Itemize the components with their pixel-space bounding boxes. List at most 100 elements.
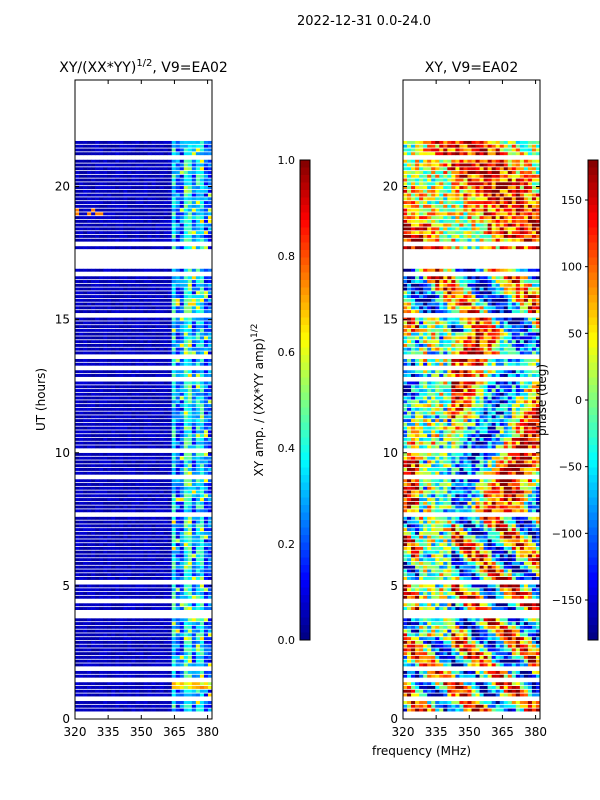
heatmap-cell [459,682,464,686]
heatmap-cell [79,569,84,573]
heatmap-cell [147,302,152,306]
heatmap-cell [199,648,205,652]
heatmap-cell [163,340,168,344]
heatmap-cell [159,460,164,464]
heatmap-cell [471,648,476,652]
heatmap-cell [187,704,193,708]
heatmap-cell [187,280,193,283]
heatmap-cell [183,576,189,580]
heatmap-cell [95,430,100,434]
heatmap-cell [183,419,189,423]
heatmap-cell [411,689,416,693]
heatmap-cell [151,238,156,242]
heatmap-cell [163,603,168,607]
heatmap-cell [123,456,128,460]
heatmap-cell [483,708,488,712]
heatmap-cell [447,655,452,659]
heatmap-cell [111,302,116,306]
heatmap-cell [203,321,209,325]
heatmap-cell [203,708,209,712]
heatmap-cell [123,171,128,174]
heatmap-cell [143,452,148,456]
heatmap-cell [99,396,104,400]
heatmap-cell [131,370,136,374]
heatmap-cell [83,535,88,539]
heatmap-cell [139,404,144,408]
heatmap-cell [123,193,128,197]
heatmap-cell [83,201,88,205]
heatmap-cell [431,674,436,678]
heatmap-cell [479,708,484,712]
heatmap-cell [175,456,181,460]
heatmap-cell [91,595,96,599]
heatmap-cell [143,238,148,242]
heatmap-cell [87,625,92,629]
heatmap-cell [191,652,197,656]
heatmap-cell [167,140,173,144]
heatmap-cell [75,637,80,641]
heatmap-cell [99,321,104,325]
heatmap-cell [503,701,509,704]
heatmap-cell [203,246,209,250]
heatmap-cell [203,505,209,509]
heatmap-cell [143,381,148,385]
heatmap-cell [159,400,164,404]
heatmap-cell [111,603,116,607]
heatmap-cell [99,460,104,464]
heatmap-cell [79,622,84,626]
heatmap-cell [523,708,529,712]
heatmap-cell [79,419,84,423]
heatmap-cell [115,400,120,404]
heatmap-cell [95,516,100,520]
heatmap-cell [407,708,412,712]
heatmap-cell [183,644,189,648]
heatmap-cell [151,407,156,411]
heatmap-cell [159,163,164,167]
heatmap-cell [143,486,148,490]
heatmap-cell [131,516,136,520]
heatmap-cell [147,430,152,434]
heatmap-cell [87,212,92,216]
heatmap-cell [111,189,116,193]
heatmap-cell [167,528,173,532]
heatmap-cell [159,528,164,532]
heatmap-cell [187,561,193,565]
heatmap-cell [127,674,132,678]
heatmap-cell [199,167,205,171]
heatmap-cell [107,212,112,216]
heatmap-cell [191,426,197,430]
heatmap-cell [83,524,88,528]
heatmap-cell [103,659,108,663]
heatmap-cell [151,670,156,674]
heatmap-cell [203,460,209,464]
heatmap-cell [99,174,104,178]
heatmap-cell [75,524,80,528]
heatmap-cell [119,370,124,374]
heatmap-cell [187,298,193,302]
heatmap-cell [163,520,168,524]
heatmap-cell [207,347,213,351]
heatmap-cell [179,573,185,577]
heatmap-cell [87,197,92,201]
heatmap-cell [115,674,120,678]
heatmap-cell [159,159,164,163]
heatmap-cell [151,629,156,633]
heatmap-cell [415,663,420,667]
heatmap-cell [131,539,136,543]
heatmap-cell [135,163,140,167]
heatmap-cell [147,686,152,689]
heatmap-cell [131,629,136,633]
heatmap-cell [175,216,181,220]
colorbar-segment [300,460,310,468]
heatmap-cell [155,561,160,565]
heatmap-cell [147,287,152,291]
heatmap-cell [127,569,132,573]
heatmap-cell [103,505,108,509]
heatmap-cell [179,607,185,610]
heatmap-cell [195,505,201,509]
heatmap-cell [179,445,185,449]
heatmap-cell [95,227,100,231]
heatmap-cell [159,374,164,377]
heatmap-cell [115,441,120,445]
heatmap-cell [83,584,88,588]
